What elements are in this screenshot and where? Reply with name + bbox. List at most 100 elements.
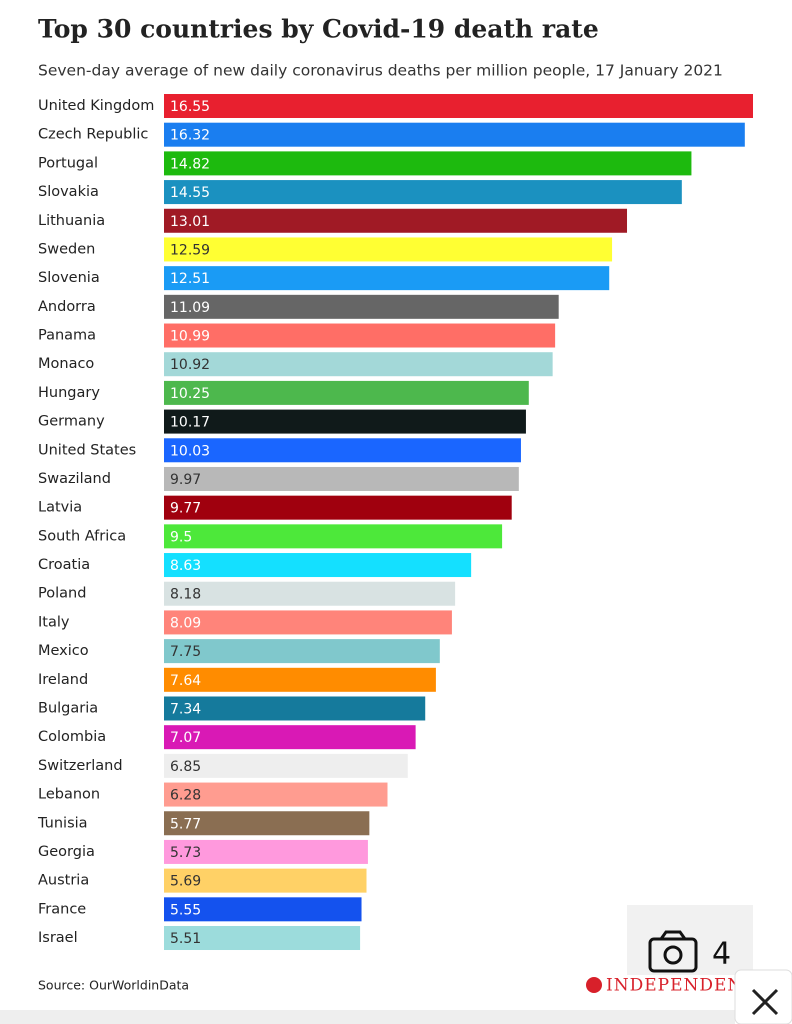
value-label: 11.09 (170, 300, 210, 316)
value-label: 16.55 (170, 99, 210, 115)
bar (164, 811, 370, 836)
value-label: 10.17 (170, 415, 210, 431)
bar (164, 553, 472, 578)
bar (164, 926, 361, 951)
value-label: 5.77 (170, 816, 201, 832)
value-label: 5.69 (170, 874, 201, 890)
bar (164, 753, 408, 778)
value-label: 13.01 (170, 214, 210, 230)
value-label: 5.73 (170, 845, 201, 861)
bar (164, 839, 368, 864)
value-label: 5.55 (170, 902, 201, 918)
value-label: 10.03 (170, 443, 210, 459)
bar (164, 294, 559, 319)
category-label: Italy (38, 614, 70, 630)
logo: INDEPENDENT (606, 976, 756, 996)
chart-title: Top 30 countries by Covid-19 death rate (38, 15, 599, 44)
category-label: Sweden (38, 241, 95, 257)
category-label: Slovakia (38, 184, 99, 200)
bar (164, 782, 388, 807)
value-label: 12.51 (170, 271, 210, 287)
bar (164, 409, 526, 434)
bar (164, 352, 553, 377)
category-label: Portugal (38, 155, 98, 171)
bar (164, 438, 521, 463)
value-label: 6.28 (170, 788, 201, 804)
value-label: 12.59 (170, 242, 210, 258)
bar (164, 524, 503, 549)
category-label: Andorra (38, 299, 96, 315)
bar (164, 868, 367, 893)
category-label: Slovenia (38, 270, 100, 286)
value-label: 7.07 (170, 730, 201, 746)
value-label: 9.97 (170, 472, 201, 488)
value-label: 16.32 (170, 128, 210, 144)
category-label: United States (38, 442, 136, 458)
category-label: Czech Republic (38, 127, 148, 143)
category-label: Panama (38, 328, 96, 344)
bar (164, 696, 426, 721)
bar (164, 237, 613, 262)
bars: United Kingdom 16.55 Czech Republic 16.32 Po… (37, 94, 753, 951)
bar (164, 122, 745, 147)
category-label: Hungary (38, 385, 100, 401)
value-label: 8.63 (170, 558, 201, 574)
footer-strip (0, 1010, 735, 1024)
category-label: Bulgaria (38, 700, 98, 716)
category-label: Switzerland (38, 758, 123, 774)
category-label: Swaziland (38, 471, 111, 487)
value-label: 6.85 (170, 759, 201, 775)
category-label: Croatia (38, 557, 90, 573)
photo-count: 4 (712, 937, 731, 972)
bar (164, 639, 440, 664)
value-label: 8.18 (170, 587, 201, 603)
category-label: Lithuania (38, 213, 105, 229)
value-label: 10.92 (170, 357, 210, 373)
category-label: Lebanon (38, 787, 100, 803)
value-label: 8.09 (170, 615, 201, 631)
value-label: 5.51 (170, 931, 201, 947)
category-label: Mexico (38, 643, 89, 659)
close-icon (751, 988, 779, 1016)
chart-subtitle: Seven-day average of new daily coronavir… (38, 62, 723, 80)
category-label: South Africa (38, 528, 126, 544)
bar (164, 495, 512, 520)
value-label: 10.99 (170, 329, 210, 345)
bar (164, 151, 692, 176)
bar (164, 266, 610, 291)
bar (164, 208, 628, 233)
category-label: France (38, 901, 86, 917)
bar (164, 667, 436, 692)
camera-icon (648, 930, 698, 973)
category-label: Israel (38, 930, 78, 946)
bar (164, 610, 452, 635)
bar (164, 897, 362, 922)
category-label: Georgia (38, 844, 95, 860)
logo-mark (586, 977, 602, 993)
value-label: 14.55 (170, 185, 210, 201)
value-label: 7.34 (170, 701, 201, 717)
value-label: 9.5 (170, 529, 192, 545)
bar (164, 466, 519, 491)
value-label: 10.25 (170, 386, 210, 402)
bar (164, 94, 753, 118)
category-label: Germany (38, 414, 105, 430)
bar (164, 323, 556, 348)
category-label: Poland (38, 586, 86, 602)
value-label: 9.77 (170, 501, 201, 517)
bar (164, 725, 416, 750)
value-label: 7.75 (170, 644, 201, 660)
bar (164, 180, 682, 205)
category-label: Latvia (38, 500, 82, 516)
value-label: 7.64 (170, 673, 201, 689)
value-label: 14.82 (170, 156, 210, 172)
category-label: Monaco (38, 356, 94, 372)
source: Source: OurWorldinData (38, 978, 189, 993)
close-button[interactable] (734, 969, 792, 1024)
bar (164, 380, 529, 405)
category-label: United Kingdom (38, 98, 154, 114)
bar (164, 581, 456, 606)
category-label: Austria (38, 873, 89, 889)
category-label: Colombia (38, 729, 106, 745)
